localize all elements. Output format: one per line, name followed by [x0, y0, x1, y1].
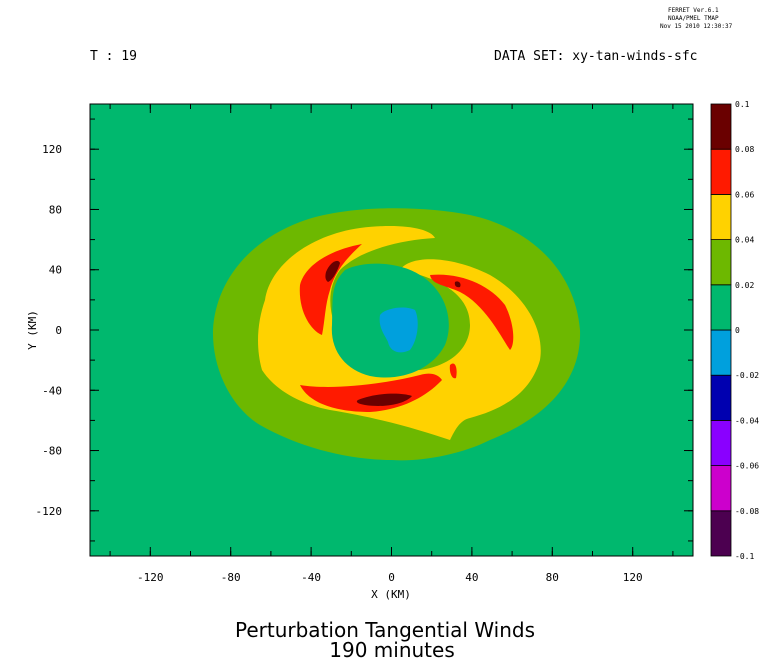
y-tick-label: 40 [49, 264, 62, 277]
colorbar-label: 0.04 [735, 236, 754, 245]
y-tick-label: -40 [42, 384, 62, 397]
time-label: T : 19 [90, 49, 137, 64]
colorbar-swatch [710, 284, 732, 331]
band-0.06-0.08-arm-3 [300, 373, 442, 412]
y-tick-label: 80 [49, 203, 62, 216]
colorbar-label: 0.02 [735, 281, 754, 290]
colorbar: -0.1 -0.08 -0.06 -0.04 -0.02 0 0.02 0.04 0.06 0.0… [710, 100, 759, 561]
band-neg0.02-0-core [379, 307, 418, 353]
colorbar-swatch [710, 239, 732, 286]
x-axis-label: X (KM) [371, 588, 411, 601]
colorbar-swatch [710, 103, 732, 150]
dataset-label: DATA SET: xy-tan-winds-sfc [494, 49, 698, 64]
band-0.06-0.08-spot [449, 363, 457, 379]
colorbar-swatch [710, 193, 732, 240]
x-tick-label: -120 [137, 571, 164, 584]
band-0.08-0.1-core-1 [325, 260, 340, 282]
y-tick-label: 120 [42, 143, 62, 156]
colorbar-label: 0.1 [735, 100, 750, 109]
colorbar-label: -0.06 [735, 462, 759, 471]
band-0.08-0.1-core-2 [356, 393, 412, 406]
band-0.06-0.08-arm-2 [430, 274, 514, 350]
ferret-date-stamp: Nov 15 2010 12:30:37 [660, 23, 733, 30]
colorbar-swatch [710, 510, 732, 557]
colorbar-label: -0.1 [735, 552, 754, 561]
x-tick-label: 120 [623, 571, 643, 584]
colorbar-swatch [710, 329, 732, 376]
ferret-version-stamp: FERRET Ver.6.1 [668, 7, 719, 14]
x-tick-label: 40 [465, 571, 478, 584]
chart-title: Perturbation Tangential Winds [235, 618, 535, 642]
colorbar-label: 0 [735, 326, 740, 335]
band-0.08-0.1-core-3 [454, 281, 461, 288]
colorbar-swatch [710, 465, 732, 512]
band-0.06-0.08-arm-1 [299, 244, 362, 335]
x-tick-label: -80 [221, 571, 241, 584]
axes: -120 -80 -40 0 40 80 120 -120 -80 -40 0 40 80 120 [36, 104, 693, 584]
colorbar-label: -0.02 [735, 371, 759, 380]
x-tick-label: 0 [388, 571, 395, 584]
plot-area [89, 103, 694, 557]
y-tick-label: 0 [55, 324, 62, 337]
colorbar-swatch [710, 148, 732, 195]
colorbar-label: -0.04 [735, 416, 759, 425]
y-tick-label: -120 [36, 505, 63, 518]
y-tick-label: -80 [42, 445, 62, 458]
colorbar-swatch [710, 374, 732, 421]
chart-subtitle: 190 minutes [329, 638, 455, 662]
ferret-org-stamp: NOAA/PMEL TMAP [668, 15, 719, 22]
y-axis-label: Y (KM) [26, 310, 39, 350]
colorbar-label: 0.08 [735, 145, 754, 154]
x-tick-label: -40 [301, 571, 321, 584]
colorbar-swatch [710, 419, 732, 466]
colorbar-label: 0.06 [735, 190, 754, 199]
x-tick-label: 80 [546, 571, 559, 584]
colorbar-label: -0.08 [735, 507, 759, 516]
